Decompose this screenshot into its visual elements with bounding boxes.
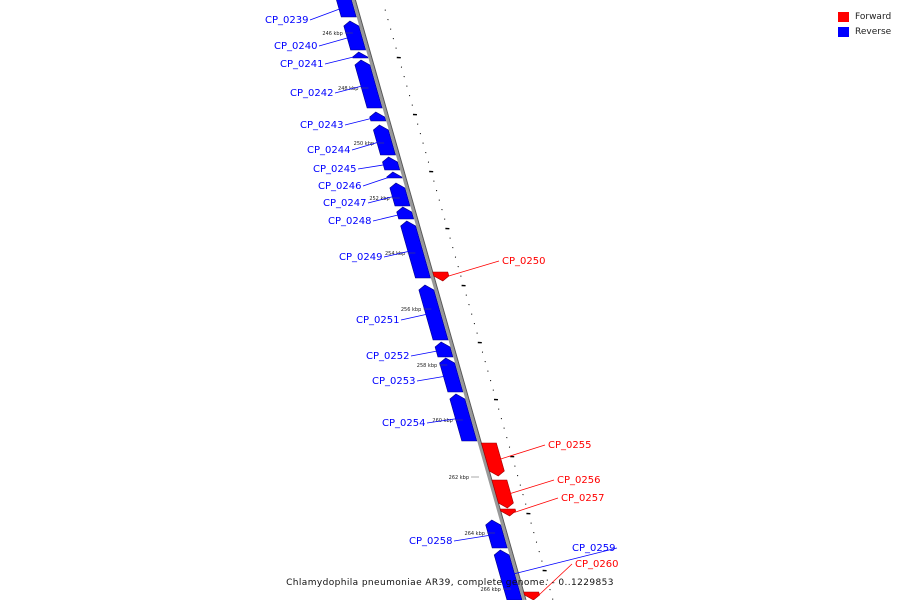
leader-line-CP_0258 <box>453 533 498 542</box>
leader-line-CP_0240 <box>318 35 357 47</box>
reverse-swatch <box>838 26 849 37</box>
backbone-line <box>351 0 526 600</box>
leader-line-CP_0253 <box>416 374 453 382</box>
leader-line-CP_0251 <box>400 312 435 321</box>
gene-feature-CP_0250[interactable] <box>432 271 450 282</box>
gene-feature-CP_0256[interactable] <box>491 479 514 509</box>
leader-line-CP_0255 <box>498 444 546 460</box>
leader-line-CP_0250 <box>446 260 500 277</box>
leader-line-CP_0259 <box>509 547 618 576</box>
leader-line-CP_0245 <box>357 163 393 170</box>
leader-line-CP_0239 <box>309 5 348 21</box>
tick-marks: 246 kbp 248 kbp 250 kbp 252 kbp 254 kbp 256 k… <box>322 9 554 600</box>
leader-line-CP_0260 <box>537 563 573 597</box>
tick-label: 258 kbp <box>417 363 437 369</box>
tick-label: 254 kbp <box>385 251 405 257</box>
tick-label: 250 kbp <box>354 141 374 147</box>
tick-label: 264 kbp <box>465 531 485 537</box>
tick-label: 248 kbp <box>338 86 358 92</box>
gene-label-CP_0253[interactable]: CP_0253 <box>372 376 415 387</box>
gene-label-CP_0259[interactable]: CP_0259 <box>572 543 615 554</box>
leader-line-CP_0243 <box>344 116 380 126</box>
tick-label: 252 kbp <box>369 196 389 202</box>
gene-label-CP_0241[interactable]: CP_0241 <box>280 59 323 70</box>
legend-reverse-label: Reverse <box>855 26 892 37</box>
gene-feature-CP_0239[interactable] <box>336 0 357 18</box>
map-caption: Chlamydophila pneumoniae AR39, complete … <box>286 578 614 588</box>
gene-feature-CP_0255[interactable] <box>480 442 505 477</box>
gene-label-CP_0252[interactable]: CP_0252 <box>366 351 409 362</box>
legend-forward: Forward <box>838 9 891 24</box>
backbone-group <box>351 0 527 600</box>
leader-line-CP_0246 <box>362 174 396 187</box>
tick-label: 262 kbp <box>449 475 469 481</box>
gene-label-CP_0244[interactable]: CP_0244 <box>307 145 350 156</box>
gene-label-CP_0240[interactable]: CP_0240 <box>274 41 317 52</box>
gene-label-CP_0257[interactable]: CP_0257 <box>561 493 604 504</box>
leader-line-CP_0252 <box>410 349 446 357</box>
tick-label: 256 kbp <box>401 307 421 313</box>
leader-line-CP_0256 <box>508 479 555 495</box>
gene-label-CP_0256[interactable]: CP_0256 <box>557 475 600 486</box>
leader-line-CP_0249 <box>383 249 417 258</box>
leader-line-CP_0241 <box>324 54 362 65</box>
gene-label-CP_0254[interactable]: CP_0254 <box>382 418 425 429</box>
gene-feature-CP_0260[interactable] <box>523 591 540 600</box>
leader-line-CP_0242 <box>334 83 370 94</box>
legend-forward-label: Forward <box>855 11 892 22</box>
gene-label-CP_0260[interactable]: CP_0260 <box>575 559 618 570</box>
gene-feature-CP_0257[interactable] <box>499 508 517 517</box>
leader-line-CP_0247 <box>367 194 402 204</box>
gene-label-CP_0248[interactable]: CP_0248 <box>328 216 371 227</box>
gene-label-CP_0239[interactable]: CP_0239 <box>265 15 308 26</box>
gene-label-CP_0250[interactable]: CP_0250 <box>502 256 545 267</box>
leader-line-CP_0254 <box>426 417 465 424</box>
tick-label: 246 kbp <box>322 31 342 37</box>
gene-label-CP_0246[interactable]: CP_0246 <box>318 181 361 192</box>
gene-feature-CP_0259[interactable] <box>493 549 523 600</box>
gene-label-CP_0242[interactable]: CP_0242 <box>290 88 333 99</box>
gene-label-CP_0255[interactable]: CP_0255 <box>548 440 591 451</box>
gene-label-CP_0251[interactable]: CP_0251 <box>356 315 399 326</box>
forward-swatch <box>838 11 849 22</box>
tick-label: 266 kbp <box>480 587 500 593</box>
legend: Forward Reverse <box>838 9 891 39</box>
leader-line-CP_0257 <box>513 497 559 513</box>
legend-reverse: Reverse <box>838 24 891 39</box>
gene-label-CP_0243[interactable]: CP_0243 <box>300 120 343 131</box>
leader-line-CP_0244 <box>351 139 386 151</box>
gene-label-CP_0258[interactable]: CP_0258 <box>409 536 452 547</box>
leader-line-CP_0248 <box>372 212 407 222</box>
gene-label-CP_0245[interactable]: CP_0245 <box>313 164 356 175</box>
gene-features <box>336 0 540 600</box>
gene-label-CP_0247[interactable]: CP_0247 <box>323 198 366 209</box>
gene-labels: CP_0239 CP_0240 CP_0241 CP_0242 CP_0243 CP_02… <box>265 5 618 597</box>
gene-label-CP_0249[interactable]: CP_0249 <box>339 252 382 263</box>
